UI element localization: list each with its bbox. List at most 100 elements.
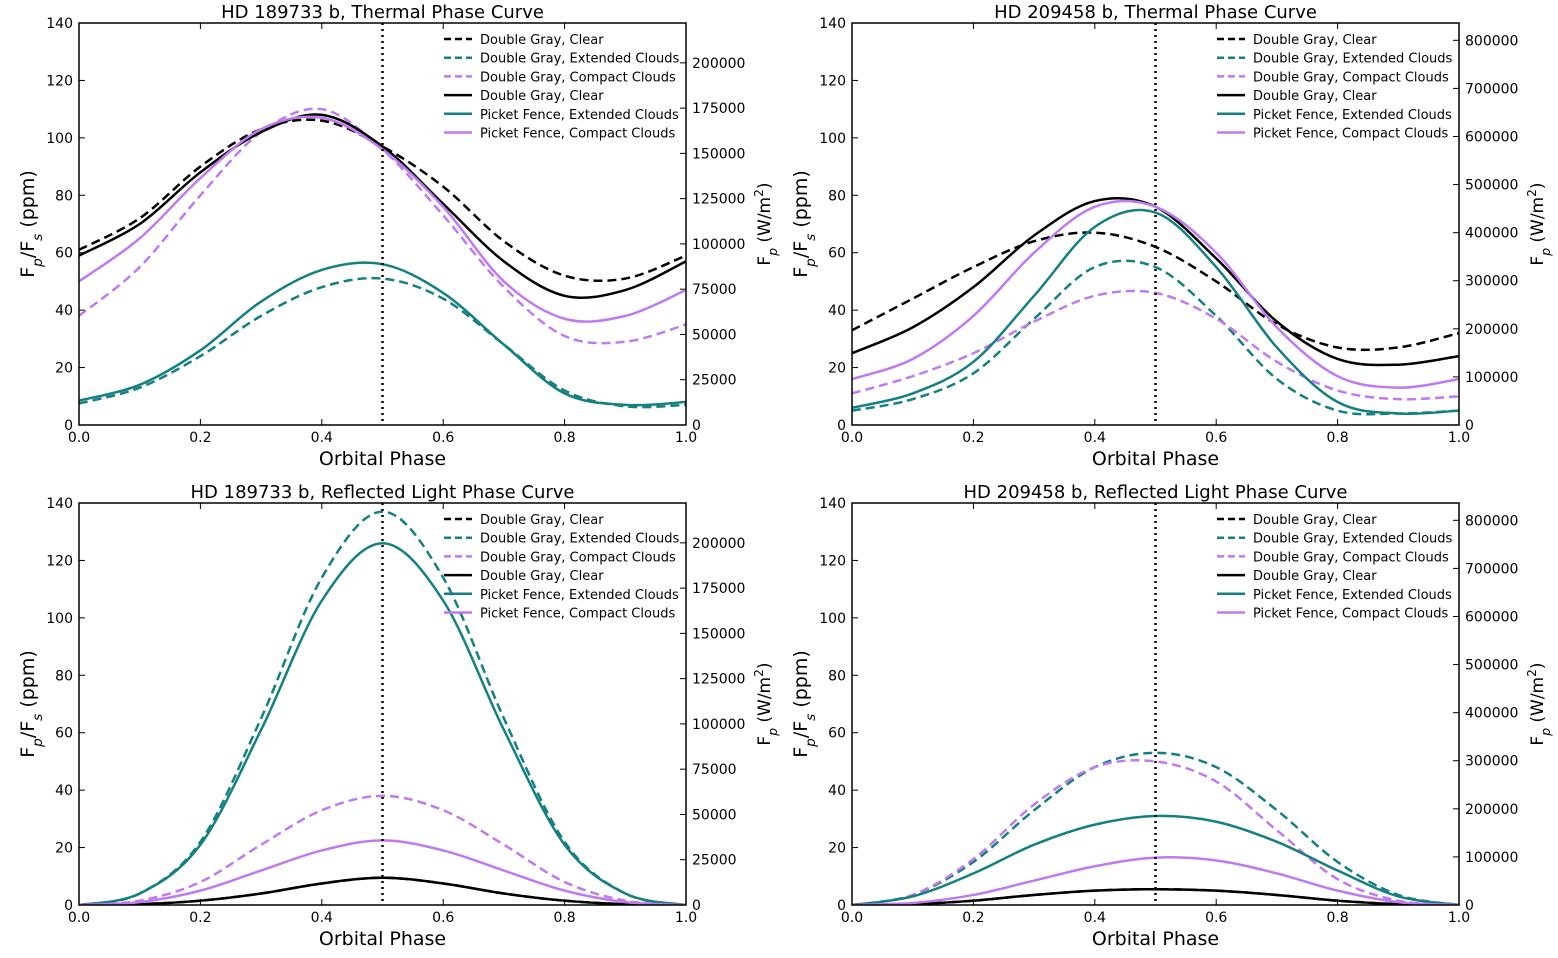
y-tick-label: 140 xyxy=(819,16,846,32)
legend: Double Gray, Clear Double Gray, Extended … xyxy=(444,513,680,622)
plot-frame xyxy=(78,502,687,906)
x-tick-label: 0.4 xyxy=(311,430,333,446)
y-right-tick-label: 0 xyxy=(692,898,701,914)
legend-label: Double Gray, Compact Clouds xyxy=(1253,70,1449,85)
x-tick-label: 0.0 xyxy=(841,910,863,926)
x-tick-label: 0.0 xyxy=(841,430,863,446)
legend-label: Double Gray, Clear xyxy=(480,513,604,528)
y-right-tick-label: 100000 xyxy=(692,717,745,733)
y-tick-label: 60 xyxy=(828,246,846,262)
legend-label: Double Gray, Compact Clouds xyxy=(1253,550,1449,565)
legend-label: Double Gray, Extended Clouds xyxy=(480,532,680,547)
y-right-tick-label: 125000 xyxy=(692,672,745,688)
y-right-tick-label: 700000 xyxy=(1465,81,1518,97)
legend-label: Double Gray, Clear xyxy=(480,569,604,584)
legend-label: Picket Fence, Extended Clouds xyxy=(480,588,679,603)
y-tick-label: 40 xyxy=(55,303,73,319)
panel-2: HD 209458 b, Thermal Phase Curve 0.0 0.2 0.… xyxy=(790,2,1553,470)
legend-label: Double Gray, Clear xyxy=(480,89,604,104)
panel-4: HD 209458 b, Reflected Light Phase Curve… xyxy=(790,482,1553,950)
y-tick-label: 40 xyxy=(55,783,73,799)
series-line-6 xyxy=(79,839,686,905)
y-right-tick-label: 500000 xyxy=(1465,178,1518,194)
y-tick-label: 20 xyxy=(828,841,846,857)
y-tick-label: 20 xyxy=(55,841,73,857)
y-tick-label: 100 xyxy=(819,131,846,147)
y-right-tick-label: 0 xyxy=(1465,898,1474,914)
y-right-tick-label: 50000 xyxy=(692,327,737,343)
y-right-tick-label: 50000 xyxy=(692,807,737,823)
y-tick-label: 120 xyxy=(46,553,73,569)
y-tick-label: 0 xyxy=(837,898,846,914)
series-line-2 xyxy=(852,751,1459,905)
legend-label: Picket Fence, Compact Clouds xyxy=(1253,607,1448,622)
y-right-tick-label: 300000 xyxy=(1465,274,1518,290)
y-right-axis-label: Fp (W/m2) xyxy=(752,182,780,265)
y-tick-label: 0 xyxy=(837,418,846,434)
y-right-tick-label: 600000 xyxy=(1465,609,1518,625)
series-line-3 xyxy=(852,289,1459,401)
legend-label: Double Gray, Clear xyxy=(1253,513,1377,528)
y-right-tick-label: 800000 xyxy=(1465,33,1518,49)
y-tick-label: 100 xyxy=(819,611,846,627)
x-tick-label: 0.8 xyxy=(1326,910,1348,926)
x-axis-label: Orbital Phase xyxy=(319,448,446,470)
plot-frame xyxy=(78,22,687,426)
x-axis-label: Orbital Phase xyxy=(1092,448,1219,470)
y-right-tick-label: 125000 xyxy=(692,192,745,208)
y-right-tick-label: 300000 xyxy=(1465,754,1518,770)
x-tick-label: 1.0 xyxy=(675,910,697,926)
y-right-tick-label: 0 xyxy=(692,418,701,434)
chart-title: HD 189733 b, Thermal Phase Curve xyxy=(221,2,544,23)
y-axis-label: Fp/Fs (ppm) xyxy=(17,650,46,758)
legend-label: Picket Fence, Extended Clouds xyxy=(480,108,679,123)
y-right-tick-label: 75000 xyxy=(692,762,737,778)
x-tick-label: 1.0 xyxy=(675,430,697,446)
plot-frame xyxy=(851,22,1460,426)
legend-label: Double Gray, Extended Clouds xyxy=(480,52,680,67)
legend: Double Gray, Clear Double Gray, Extended … xyxy=(1217,513,1453,622)
y-right-tick-label: 200000 xyxy=(692,536,745,552)
y-tick-label: 100 xyxy=(46,611,73,627)
y-axis-label: Fp/Fs (ppm) xyxy=(17,170,46,278)
y-right-tick-label: 500000 xyxy=(1465,658,1518,674)
series-line-2 xyxy=(79,276,686,409)
y-tick-label: 80 xyxy=(828,188,846,204)
y-right-tick-label: 0 xyxy=(1465,418,1474,434)
y-right-tick-label: 100000 xyxy=(1465,370,1518,386)
chart-title: HD 209458 b, Thermal Phase Curve xyxy=(994,2,1317,23)
y-tick-label: 140 xyxy=(819,496,846,512)
y-tick-label: 20 xyxy=(828,361,846,377)
x-tick-label: 0.6 xyxy=(432,910,454,926)
legend-label: Double Gray, Clear xyxy=(480,33,604,48)
x-tick-label: 1.0 xyxy=(1448,430,1470,446)
series-line-2 xyxy=(79,510,686,905)
y-right-tick-label: 200000 xyxy=(692,56,745,72)
y-tick-label: 0 xyxy=(64,898,73,914)
y-right-axis-label: Fp (W/m2) xyxy=(1525,182,1553,265)
legend-label: Picket Fence, Compact Clouds xyxy=(480,127,675,142)
y-axis-label: Fp/Fs (ppm) xyxy=(790,650,819,758)
x-tick-label: 0.4 xyxy=(311,910,333,926)
y-right-tick-label: 100000 xyxy=(692,237,745,253)
y-right-tick-label: 150000 xyxy=(692,146,745,162)
legend-label: Double Gray, Compact Clouds xyxy=(480,70,676,85)
y-tick-label: 60 xyxy=(55,726,73,742)
y-right-tick-label: 175000 xyxy=(692,581,745,597)
y-right-tick-label: 175000 xyxy=(692,101,745,117)
y-tick-label: 80 xyxy=(55,188,73,204)
x-axis-label: Orbital Phase xyxy=(1092,928,1219,950)
y-tick-label: 100 xyxy=(46,131,73,147)
legend-label: Double Gray, Clear xyxy=(1253,33,1377,48)
x-tick-label: 0.2 xyxy=(189,430,211,446)
x-tick-label: 0.6 xyxy=(1205,910,1227,926)
series-line-3 xyxy=(852,759,1459,905)
series-line-3 xyxy=(79,794,686,905)
legend: Double Gray, Clear Double Gray, Extended … xyxy=(1217,33,1453,142)
legend-label: Picket Fence, Extended Clouds xyxy=(1253,108,1452,123)
y-tick-label: 120 xyxy=(46,73,73,89)
series-line-5 xyxy=(852,208,1459,416)
y-tick-label: 40 xyxy=(828,303,846,319)
series-line-4 xyxy=(852,887,1459,905)
y-axis-label: Fp/Fs (ppm) xyxy=(790,170,819,278)
